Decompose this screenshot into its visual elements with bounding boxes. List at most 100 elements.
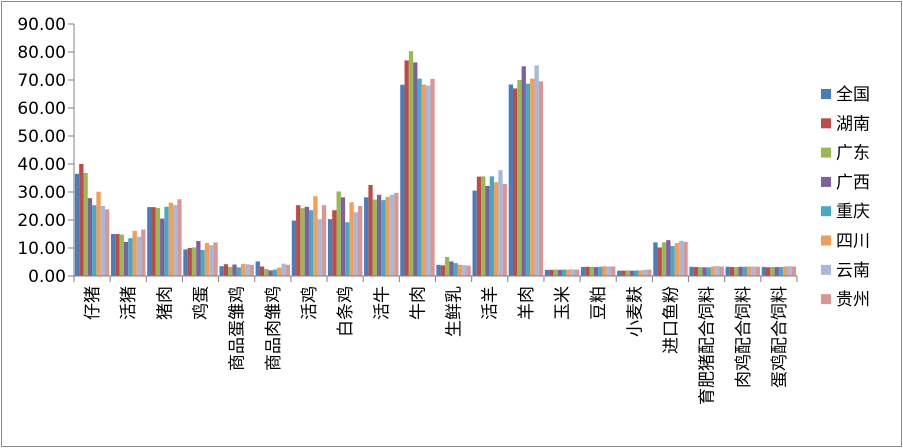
bar-贵州-猪肉 xyxy=(177,199,182,276)
legend-swatch xyxy=(821,206,831,217)
bar-贵州-蛋鸡配合饲料 xyxy=(791,266,797,276)
bar-广东-玉米 xyxy=(553,269,558,276)
category-label: 活鸡 xyxy=(300,286,320,320)
category-label: 肉鸡配合饲料 xyxy=(734,286,754,388)
y-tick-label: 90.00 xyxy=(17,15,66,35)
bar-广东-进口鱼粉 xyxy=(661,242,667,276)
bar-湖南-育肥猪配合饲料 xyxy=(693,267,699,276)
bar-广西-蛋鸡配合饲料 xyxy=(774,267,779,276)
bar-湖南-鸡蛋 xyxy=(187,248,192,276)
bar-云南-生鲜乳 xyxy=(462,265,467,276)
bar-重庆-生鲜乳 xyxy=(453,263,458,276)
bar-贵州-鸡蛋 xyxy=(213,242,218,276)
bar-湖南-进口鱼粉 xyxy=(657,247,662,276)
bar-重庆-进口鱼粉 xyxy=(670,246,675,276)
bar-云南-活羊 xyxy=(498,170,503,276)
bar-贵州-仔猪 xyxy=(104,209,110,276)
bar-全国-白条鸡 xyxy=(327,219,333,276)
bar-广东-商品肉雏鸡 xyxy=(264,269,269,276)
bar-四川-蛋鸡配合饲料 xyxy=(783,266,788,276)
bar-云南-育肥猪配合饲料 xyxy=(715,265,720,276)
bar-全国-活牛 xyxy=(364,197,369,276)
bar-湖南-白条鸡 xyxy=(332,210,337,276)
bar-广东-仔猪 xyxy=(83,172,88,276)
bar-四川-羊肉 xyxy=(530,78,535,276)
bar-全国-仔猪 xyxy=(74,173,80,276)
bar-广西-肉鸡配合饲料 xyxy=(738,266,743,276)
bar-重庆-牛肉 xyxy=(417,78,422,276)
bar-广东-生鲜乳 xyxy=(444,256,450,276)
bar-湖南-活牛 xyxy=(368,185,373,276)
bar-湖南-牛肉 xyxy=(404,60,409,277)
bar-四川-猪肉 xyxy=(168,202,173,276)
legend-label: 四川 xyxy=(836,232,870,252)
bar-贵州-活鸡 xyxy=(321,205,327,276)
y-tick-label: 10.00 xyxy=(17,239,66,259)
category-label: 猪肉 xyxy=(155,286,175,320)
category-label: 白条鸡 xyxy=(336,286,356,337)
bar-贵州-羊肉 xyxy=(538,81,544,277)
legend-swatch xyxy=(821,264,831,275)
bar-四川-仔猪 xyxy=(96,191,101,276)
bar-湖南-小麦麸 xyxy=(621,270,626,276)
bar-全国-豆粕 xyxy=(580,267,586,276)
bar-广东-活牛 xyxy=(372,199,377,276)
category-label: 活猪 xyxy=(119,286,139,320)
bar-贵州-活羊 xyxy=(502,183,507,276)
bar-广西-商品肉雏鸡 xyxy=(268,270,273,276)
bar-广东-蛋鸡配合饲料 xyxy=(770,267,775,276)
bar-云南-蛋鸡配合饲料 xyxy=(787,266,792,276)
legend-swatch xyxy=(821,89,831,99)
bar-贵州-商品蛋雏鸡 xyxy=(249,264,254,276)
bar-贵州-活牛 xyxy=(394,192,399,276)
bar-贵州-进口鱼粉 xyxy=(683,241,688,276)
legend-label: 湖南 xyxy=(836,114,870,134)
bar-重庆-商品蛋雏鸡 xyxy=(236,267,241,276)
category-label: 豆粕 xyxy=(589,286,609,320)
category-label: 生鲜乳 xyxy=(445,286,465,337)
bar-广东-羊肉 xyxy=(517,80,522,276)
bar-云南-肉鸡配合饲料 xyxy=(751,266,756,276)
bar-重庆-仔猪 xyxy=(92,205,97,276)
bar-云南-仔猪 xyxy=(100,206,105,276)
bar-重庆-商品肉雏鸡 xyxy=(272,269,278,276)
y-axis: 0.00 10.00 20.00 30.00 40.00 50.00 60.00 70.00 8… xyxy=(17,15,75,287)
legend-label: 重庆 xyxy=(836,202,870,222)
y-tick-label: 60.00 xyxy=(17,99,66,119)
category-label: 小麦麸 xyxy=(625,286,645,337)
bar-广西-活牛 xyxy=(376,194,382,276)
bar-湖南-商品肉雏鸡 xyxy=(259,266,265,276)
bar-四川-玉米 xyxy=(566,269,571,276)
bar-湖南-豆粕 xyxy=(585,266,590,276)
bar-重庆-活猪 xyxy=(128,238,133,276)
legend-label: 全国 xyxy=(836,85,870,105)
bar-贵州-牛肉 xyxy=(430,78,435,276)
category-label: 牛肉 xyxy=(408,286,428,320)
category-label: 鸡蛋 xyxy=(192,286,212,320)
bar-全国-商品蛋雏鸡 xyxy=(219,266,224,276)
bar-全国-羊肉 xyxy=(508,84,513,276)
bar-广西-牛肉 xyxy=(413,62,418,276)
bar-广东-猪肉 xyxy=(155,207,161,276)
legend-swatch xyxy=(821,235,831,246)
bar-湖南-玉米 xyxy=(549,269,554,276)
bar-全国-玉米 xyxy=(544,269,550,276)
bar-广西-仔猪 xyxy=(87,198,93,276)
bar-广东-白条鸡 xyxy=(336,191,341,276)
bar-四川-活牛 xyxy=(385,196,390,276)
bar-湖南-肉鸡配合饲料 xyxy=(729,267,735,276)
bars xyxy=(74,51,797,277)
bar-广西-活猪 xyxy=(123,241,129,276)
bar-全国-进口鱼粉 xyxy=(653,242,658,276)
bar-湖南-蛋鸡配合饲料 xyxy=(766,267,771,276)
bar-全国-活羊 xyxy=(472,190,477,276)
bar-云南-白条鸡 xyxy=(353,212,359,276)
y-tick-label: 40.00 xyxy=(17,155,66,175)
bar-广西-商品蛋雏鸡 xyxy=(232,264,237,276)
bar-贵州-育肥猪配合饲料 xyxy=(719,266,724,276)
bar-广西-白条鸡 xyxy=(340,197,346,276)
bar-四川-白条鸡 xyxy=(349,202,354,276)
bar-全国-生鲜乳 xyxy=(436,264,441,276)
bar-全国-活鸡 xyxy=(291,220,297,276)
